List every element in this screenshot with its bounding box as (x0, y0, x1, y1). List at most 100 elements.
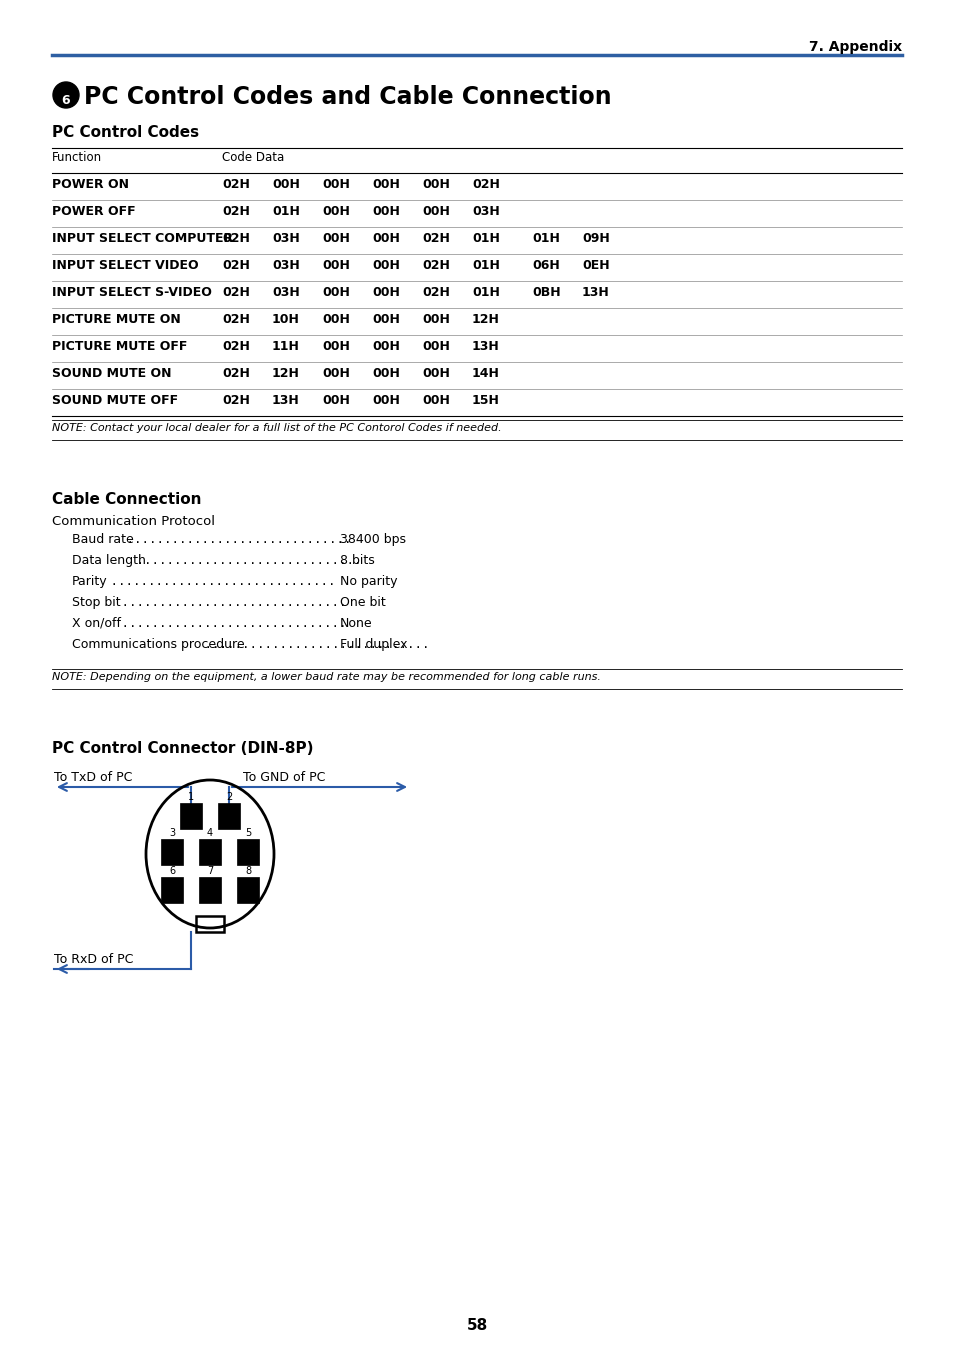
Text: 00H: 00H (372, 394, 399, 407)
Text: INPUT SELECT S-VIDEO: INPUT SELECT S-VIDEO (52, 286, 212, 299)
Text: PICTURE MUTE ON: PICTURE MUTE ON (52, 313, 180, 326)
Text: 01H: 01H (472, 232, 499, 245)
Text: Communication Protocol: Communication Protocol (52, 515, 214, 528)
Bar (236, 838, 258, 865)
Text: 00H: 00H (322, 205, 350, 218)
Bar (236, 878, 258, 903)
Text: 00H: 00H (421, 394, 450, 407)
Text: 02H: 02H (222, 205, 250, 218)
Text: X on/off: X on/off (71, 617, 121, 630)
Text: 00H: 00H (322, 367, 350, 380)
Text: NOTE: Contact your local dealer for a full list of the PC Contorol Codes if need: NOTE: Contact your local dealer for a fu… (52, 423, 501, 433)
Text: 0EH: 0EH (581, 259, 609, 272)
Text: None: None (339, 617, 373, 630)
Text: 00H: 00H (421, 205, 450, 218)
Text: 00H: 00H (372, 286, 399, 299)
Bar (199, 838, 221, 865)
Bar (199, 878, 221, 903)
Text: Cable Connection: Cable Connection (52, 492, 201, 507)
Text: 02H: 02H (222, 394, 250, 407)
Text: 01H: 01H (472, 259, 499, 272)
Text: 02H: 02H (421, 232, 450, 245)
Text: 13H: 13H (581, 286, 609, 299)
Text: 06H: 06H (532, 259, 559, 272)
Text: Parity: Parity (71, 576, 108, 588)
Text: Code Data: Code Data (222, 151, 284, 164)
Text: SOUND MUTE ON: SOUND MUTE ON (52, 367, 172, 380)
Text: 09H: 09H (581, 232, 609, 245)
Text: To TxD of PC: To TxD of PC (54, 771, 132, 785)
Text: 00H: 00H (322, 178, 350, 191)
Text: 00H: 00H (372, 313, 399, 326)
Text: 00H: 00H (372, 259, 399, 272)
Text: 14H: 14H (472, 367, 499, 380)
Text: POWER ON: POWER ON (52, 178, 129, 191)
Text: No parity: No parity (339, 576, 397, 588)
Text: 01H: 01H (272, 205, 299, 218)
Text: 00H: 00H (372, 232, 399, 245)
Text: 02H: 02H (222, 340, 250, 353)
Text: 03H: 03H (272, 286, 299, 299)
Bar (195, 917, 224, 931)
Text: Communications procedure: Communications procedure (71, 638, 244, 651)
Text: 3: 3 (169, 828, 175, 838)
Text: 01H: 01H (532, 232, 559, 245)
Text: 02H: 02H (222, 367, 250, 380)
Text: 02H: 02H (222, 313, 250, 326)
Text: 03H: 03H (272, 259, 299, 272)
Text: 12H: 12H (272, 367, 299, 380)
Bar (180, 803, 202, 829)
Text: 1: 1 (188, 793, 193, 802)
Text: 02H: 02H (421, 286, 450, 299)
Text: 00H: 00H (372, 367, 399, 380)
Text: 8: 8 (245, 865, 251, 876)
Text: 12H: 12H (472, 313, 499, 326)
Text: 01H: 01H (472, 286, 499, 299)
Bar (161, 838, 183, 865)
Text: 00H: 00H (272, 178, 299, 191)
Text: 38400 bps: 38400 bps (339, 532, 406, 546)
Text: 00H: 00H (421, 178, 450, 191)
Text: ..............................: .............................. (103, 576, 343, 588)
Text: 02H: 02H (222, 232, 250, 245)
Text: 00H: 00H (372, 178, 399, 191)
Text: ..............................: .............................. (196, 638, 436, 651)
Text: 58: 58 (466, 1318, 487, 1333)
Text: 03H: 03H (472, 205, 499, 218)
Text: ..............................: .............................. (119, 532, 358, 546)
Circle shape (53, 82, 79, 108)
Text: Function: Function (52, 151, 102, 164)
Text: To RxD of PC: To RxD of PC (54, 953, 133, 967)
Text: 15H: 15H (472, 394, 499, 407)
Text: Data length: Data length (71, 554, 146, 568)
Text: To GND of PC: To GND of PC (243, 771, 325, 785)
Text: ..............................: .............................. (113, 596, 354, 609)
Text: ..............................: .............................. (129, 554, 369, 568)
Text: Baud rate: Baud rate (71, 532, 133, 546)
Bar (161, 878, 183, 903)
Text: 13H: 13H (472, 340, 499, 353)
Text: 02H: 02H (222, 259, 250, 272)
Text: PICTURE MUTE OFF: PICTURE MUTE OFF (52, 340, 187, 353)
Text: Stop bit: Stop bit (71, 596, 120, 609)
Text: 00H: 00H (421, 367, 450, 380)
Text: 02H: 02H (421, 259, 450, 272)
Text: INPUT SELECT COMPUTER: INPUT SELECT COMPUTER (52, 232, 233, 245)
Text: 02H: 02H (222, 286, 250, 299)
Text: 6: 6 (62, 93, 71, 106)
Bar (218, 803, 240, 829)
Text: 11H: 11H (272, 340, 299, 353)
Text: 00H: 00H (372, 205, 399, 218)
Text: 00H: 00H (372, 340, 399, 353)
Text: 7. Appendix: 7. Appendix (808, 40, 901, 54)
Text: PC Control Connector (DIN-8P): PC Control Connector (DIN-8P) (52, 741, 314, 756)
Text: 13H: 13H (272, 394, 299, 407)
Text: 00H: 00H (322, 394, 350, 407)
Text: 6: 6 (169, 865, 175, 876)
Text: 4: 4 (207, 828, 213, 838)
Text: 7: 7 (207, 865, 213, 876)
Text: One bit: One bit (339, 596, 385, 609)
Text: 0BH: 0BH (532, 286, 560, 299)
Text: 00H: 00H (322, 340, 350, 353)
Text: 00H: 00H (421, 313, 450, 326)
